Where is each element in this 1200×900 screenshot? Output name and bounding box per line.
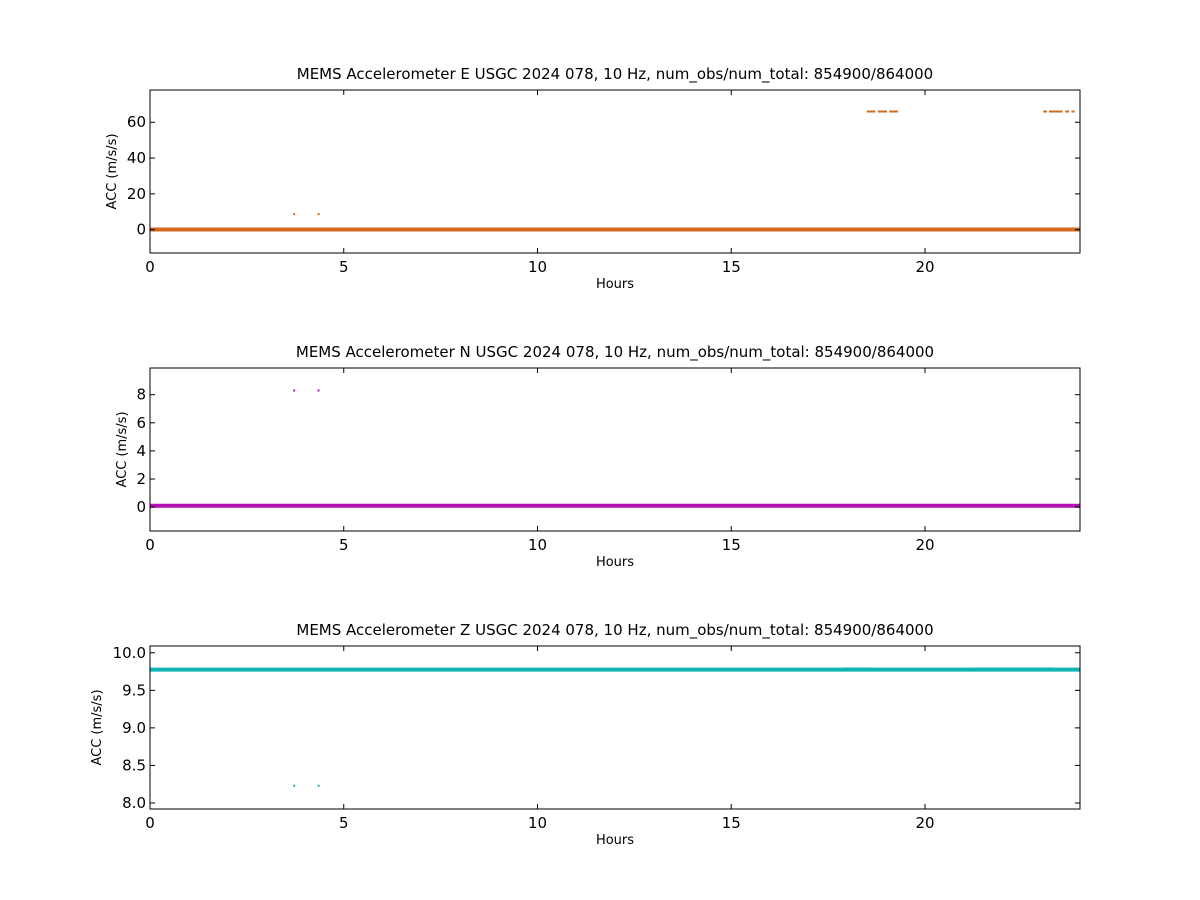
- panel-z-marks: [150, 667, 1080, 787]
- panel-e-x-tick-label-0: 0: [145, 258, 155, 276]
- panel-e-y-tick-label-0: 0: [136, 221, 146, 239]
- panel-e-x-tick-label-4: 20: [915, 258, 934, 276]
- panel-e-y-tick-label-2: 40: [127, 149, 146, 167]
- panel-e-y-label: ACC (m/s/s): [105, 133, 120, 209]
- panel-n-x-tick-label-4: 20: [915, 536, 934, 554]
- panel-e-x-tick-label-1: 5: [339, 258, 349, 276]
- panel-e-outlier-point-1: [317, 213, 320, 216]
- panel-z-y-tick-label-1: 8.5: [122, 756, 146, 774]
- panel-z-x-tick-label-2: 10: [528, 814, 547, 832]
- panel-n-y-tick-label-4: 8: [136, 386, 146, 404]
- panel-n-outlier-point-0: [293, 389, 296, 392]
- panel-z-y-label: ACC (m/s/s): [90, 689, 105, 765]
- panel-z-y-tick-label-4: 10.0: [113, 644, 146, 662]
- panel-e-x-tick-label-2: 10: [528, 258, 547, 276]
- panel-e-frame: [149, 89, 1081, 254]
- panel-z-title: MEMS Accelerometer Z USGC 2024 078, 10 H…: [296, 621, 933, 640]
- panel-z-y-tick-label-0: 8.0: [122, 794, 146, 812]
- panel-z-x-tick-label-4: 20: [915, 814, 934, 832]
- panel-z-x-tick-label-0: 0: [145, 814, 155, 832]
- panel-e-y-tick-label-1: 20: [127, 185, 146, 203]
- panel-e-y-axis: 0 20 40 60: [127, 113, 1080, 239]
- panel-e: MEMS Accelerometer E USGC 2024 078, 10 H…: [105, 65, 1081, 292]
- panel-n-marks: [150, 389, 1080, 508]
- panel-z-x-label: Hours: [596, 833, 634, 848]
- panel-n-y-label: ACC (m/s/s): [115, 411, 130, 487]
- panel-z-x-axis: 0 5 10 15 20: [145, 646, 935, 832]
- panel-n-y-axis: 0 2 4 6 8: [136, 386, 1080, 516]
- panel-e-x-label: Hours: [596, 277, 634, 292]
- panel-z-outlier-point-1: [317, 784, 320, 787]
- panel-z: MEMS Accelerometer Z USGC 2024 078, 10 H…: [90, 621, 1081, 848]
- panel-n-x-tick-label-3: 15: [722, 536, 741, 554]
- panel-e-x-tick-label-3: 15: [722, 258, 741, 276]
- panel-e-title: MEMS Accelerometer E USGC 2024 078, 10 H…: [297, 65, 933, 84]
- panel-n-x-axis: 0 5 10 15 20: [145, 368, 935, 554]
- panel-e-y-tick-label-3: 60: [127, 113, 146, 131]
- panel-z-frame: [149, 645, 1081, 810]
- panel-z-y-tick-label-3: 9.5: [122, 681, 146, 699]
- panel-n-x-tick-label-2: 10: [528, 536, 547, 554]
- panel-n-frame: [149, 367, 1081, 532]
- panel-n-x-tick-label-0: 0: [145, 536, 155, 554]
- panel-n: MEMS Accelerometer N USGC 2024 078, 10 H…: [115, 343, 1081, 570]
- panel-n-x-tick-label-1: 5: [339, 536, 349, 554]
- panel-z-x-tick-label-1: 5: [339, 814, 349, 832]
- panel-n-y-tick-label-0: 0: [136, 498, 146, 516]
- panel-z-x-tick-label-3: 15: [722, 814, 741, 832]
- panel-z-outlier-point-0: [293, 784, 296, 787]
- panel-n-x-label: Hours: [596, 555, 634, 570]
- panel-e-marks: [150, 110, 1080, 232]
- panel-n-outlier-point-1: [317, 389, 320, 392]
- panel-e-x-axis: 0 5 10 15 20: [145, 90, 935, 276]
- panel-n-y-tick-label-3: 6: [136, 414, 146, 432]
- panel-n-title: MEMS Accelerometer N USGC 2024 078, 10 H…: [296, 343, 934, 362]
- panel-n-y-tick-label-1: 2: [136, 470, 146, 488]
- panel-z-y-tick-label-2: 9.0: [122, 719, 146, 737]
- panel-n-y-tick-label-2: 4: [136, 442, 146, 460]
- panel-e-outlier-point-0: [293, 213, 296, 216]
- panel-z-y-axis: 8.0 8.5 9.0 9.5 10.0: [113, 644, 1080, 812]
